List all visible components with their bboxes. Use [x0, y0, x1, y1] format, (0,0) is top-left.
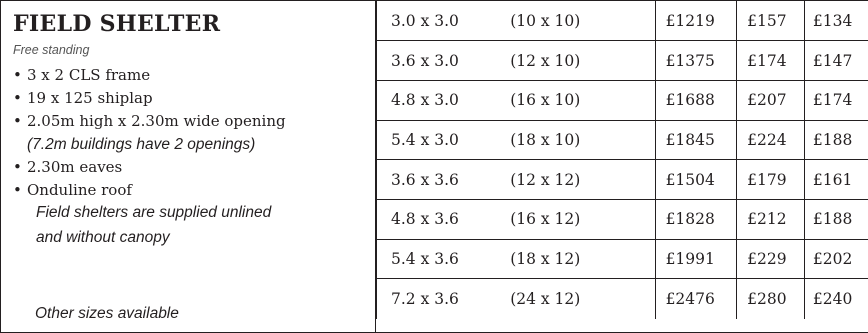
- table-row: 3.6 x 3.0 (12 x 10) £1375 £174 £147: [376, 40, 868, 81]
- price-cell: £2476: [654, 278, 738, 319]
- feature-text: 2.30m eaves: [27, 158, 123, 176]
- table-row: 3.6 x 3.6 (12 x 12) £1504 £179 £161: [376, 159, 868, 200]
- feature-text: Onduline roof: [27, 181, 132, 199]
- imperial-size-cell: (16 x 12): [496, 198, 656, 240]
- price-cell: £1828: [654, 198, 738, 240]
- metric-size-cell: 5.4 x 3.6: [376, 238, 497, 280]
- table-row: 3.0 x 3.0 (10 x 10) £1219 £157 £134: [376, 1, 868, 42]
- price-cell: £1991: [654, 238, 738, 280]
- table-row: 4.8 x 3.6 (16 x 12) £1828 £212 £188: [376, 198, 868, 240]
- bullet-icon: •: [13, 89, 22, 107]
- price-cell: £1219: [654, 1, 738, 42]
- other-sizes-note: Other sizes available: [35, 305, 179, 322]
- product-title: FIELD SHELTER: [13, 11, 221, 37]
- price-cell: £174: [803, 79, 868, 121]
- feature-item: • 2.05m high x 2.30m wide opening (7.2m …: [13, 110, 375, 156]
- feature-text: 3 x 2 CLS frame: [27, 66, 151, 84]
- price-cell: £224: [736, 119, 805, 161]
- supply-note-line-1: Field shelters are supplied unlined: [36, 204, 272, 221]
- imperial-size-cell: (16 x 10): [496, 79, 656, 121]
- feature-text: 19 x 125 shiplap: [27, 89, 153, 107]
- table-row: 7.2 x 3.6 (24 x 12) £2476 £280 £240: [376, 278, 868, 319]
- table-row: 5.4 x 3.0 (18 x 10) £1845 £224 £188: [376, 119, 868, 161]
- table-row: 5.4 x 3.6 (18 x 12) £1991 £229 £202: [376, 238, 868, 280]
- supply-note-line-2: and without canopy: [36, 229, 170, 246]
- price-cell: £188: [803, 119, 868, 161]
- price-cell: £1375: [654, 40, 738, 81]
- bullet-icon: •: [13, 181, 22, 199]
- feature-item: • 2.30m eaves: [13, 156, 375, 179]
- price-cell: £161: [803, 159, 868, 200]
- feature-note: (7.2m buildings have 2 openings): [27, 136, 256, 153]
- feature-item: • 19 x 125 shiplap: [13, 87, 375, 110]
- feature-list: • 3 x 2 CLS frame • 19 x 125 shiplap • 2…: [13, 64, 375, 202]
- price-cell: £1688: [654, 79, 738, 121]
- feature-item: • 3 x 2 CLS frame: [13, 64, 375, 87]
- imperial-size-cell: (12 x 10): [496, 40, 656, 81]
- price-cell: £202: [803, 238, 868, 280]
- imperial-size-cell: (10 x 10): [496, 1, 656, 42]
- price-cell: £134: [803, 1, 868, 42]
- price-cell: £212: [736, 198, 805, 240]
- metric-size-cell: 3.6 x 3.0: [376, 40, 497, 81]
- price-cell: £280: [736, 278, 805, 319]
- price-cell: £188: [803, 198, 868, 240]
- price-cell: £1845: [654, 119, 738, 161]
- product-subtitle: Free standing: [13, 43, 90, 57]
- price-table: 3.0 x 3.0 (10 x 10) £1219 £157 £134 3.6 …: [376, 1, 868, 319]
- metric-size-cell: 4.8 x 3.0: [376, 79, 497, 121]
- metric-size-cell: 7.2 x 3.6: [376, 278, 497, 319]
- metric-size-cell: 5.4 x 3.0: [376, 119, 497, 161]
- feature-item: • Onduline roof: [13, 179, 375, 202]
- imperial-size-cell: (18 x 12): [496, 238, 656, 280]
- table-row: 4.8 x 3.0 (16 x 10) £1688 £207 £174: [376, 79, 868, 121]
- imperial-size-cell: (24 x 12): [496, 278, 656, 319]
- imperial-size-cell: (12 x 12): [496, 159, 656, 200]
- price-cell: £207: [736, 79, 805, 121]
- price-cell: £147: [803, 40, 868, 81]
- metric-size-cell: 4.8 x 3.6: [376, 198, 497, 240]
- metric-size-cell: 3.0 x 3.0: [376, 1, 497, 42]
- price-cell: £179: [736, 159, 805, 200]
- price-cell: £229: [736, 238, 805, 280]
- product-info: FIELD SHELTER Free standing • 3 x 2 CLS …: [0, 1, 376, 332]
- price-cell: £240: [803, 278, 868, 319]
- bullet-icon: •: [13, 112, 22, 130]
- imperial-size-cell: (18 x 10): [496, 119, 656, 161]
- feature-text: 2.05m high x 2.30m wide opening: [27, 112, 286, 130]
- price-cell: £1504: [654, 159, 738, 200]
- bullet-icon: •: [13, 66, 22, 84]
- metric-size-cell: 3.6 x 3.6: [376, 159, 497, 200]
- bullet-icon: •: [13, 158, 22, 176]
- price-cell: £174: [736, 40, 805, 81]
- price-cell: £157: [736, 1, 805, 42]
